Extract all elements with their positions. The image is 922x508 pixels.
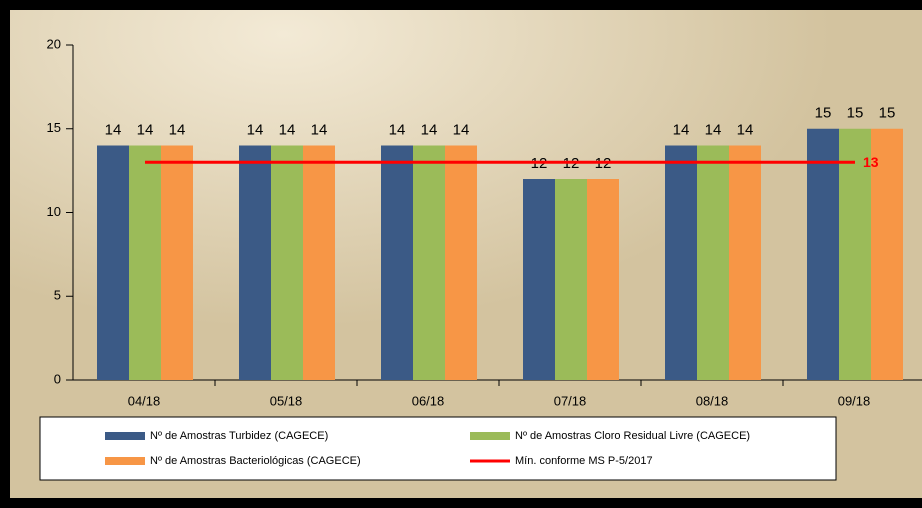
bar	[871, 128, 903, 380]
bar	[555, 179, 587, 380]
x-tick-label: 06/18	[412, 393, 445, 408]
y-tick-label: 15	[47, 120, 61, 135]
x-tick-label: 07/18	[554, 393, 587, 408]
bar	[697, 145, 729, 380]
x-tick-label: 09/18	[838, 393, 871, 408]
bar	[381, 145, 413, 380]
legend-swatch	[470, 432, 510, 440]
data-label: 15	[847, 105, 864, 122]
bar	[97, 145, 129, 380]
data-label: 15	[879, 105, 896, 122]
legend-label: Nº de Amostras Cloro Residual Livre (CAG…	[515, 430, 750, 442]
bar	[413, 145, 445, 380]
bar	[161, 145, 193, 380]
legend-swatch	[105, 457, 145, 465]
bar	[303, 145, 335, 380]
legend-label: Nº de Amostras Bacteriológicas (CAGECE)	[150, 455, 361, 467]
data-label: 14	[279, 121, 296, 138]
x-tick-label: 05/18	[270, 393, 303, 408]
y-tick-label: 0	[54, 371, 61, 386]
y-tick-label: 5	[54, 288, 61, 303]
bar	[729, 145, 761, 380]
data-label: 14	[389, 121, 406, 138]
data-label: 14	[421, 121, 438, 138]
data-label: 14	[137, 121, 154, 138]
bar	[665, 145, 697, 380]
data-label: 14	[311, 121, 328, 138]
data-label: 14	[705, 121, 722, 138]
data-label: 14	[169, 121, 186, 138]
legend	[39, 416, 837, 481]
data-label: 14	[105, 121, 122, 138]
y-tick-label: 20	[47, 36, 61, 51]
legend-label: Mín. conforme MS P-5/2017	[515, 455, 653, 467]
data-label: 14	[247, 121, 264, 138]
x-tick-label: 04/18	[128, 393, 161, 408]
data-label: 14	[737, 121, 754, 138]
x-tick-label: 08/18	[696, 393, 729, 408]
bar	[523, 179, 555, 380]
bar	[271, 145, 303, 380]
legend-swatch	[105, 432, 145, 440]
data-label: 15	[815, 105, 832, 122]
bar	[839, 128, 871, 380]
bar	[445, 145, 477, 380]
legend-label: Nº de Amostras Turbidez (CAGECE)	[150, 430, 328, 442]
bar	[129, 145, 161, 380]
data-label: 13	[863, 154, 879, 170]
data-label: 14	[673, 121, 690, 138]
bar	[239, 145, 271, 380]
y-tick-label: 10	[47, 204, 61, 219]
bar	[807, 128, 839, 380]
bar	[587, 179, 619, 380]
data-label: 14	[453, 121, 470, 138]
